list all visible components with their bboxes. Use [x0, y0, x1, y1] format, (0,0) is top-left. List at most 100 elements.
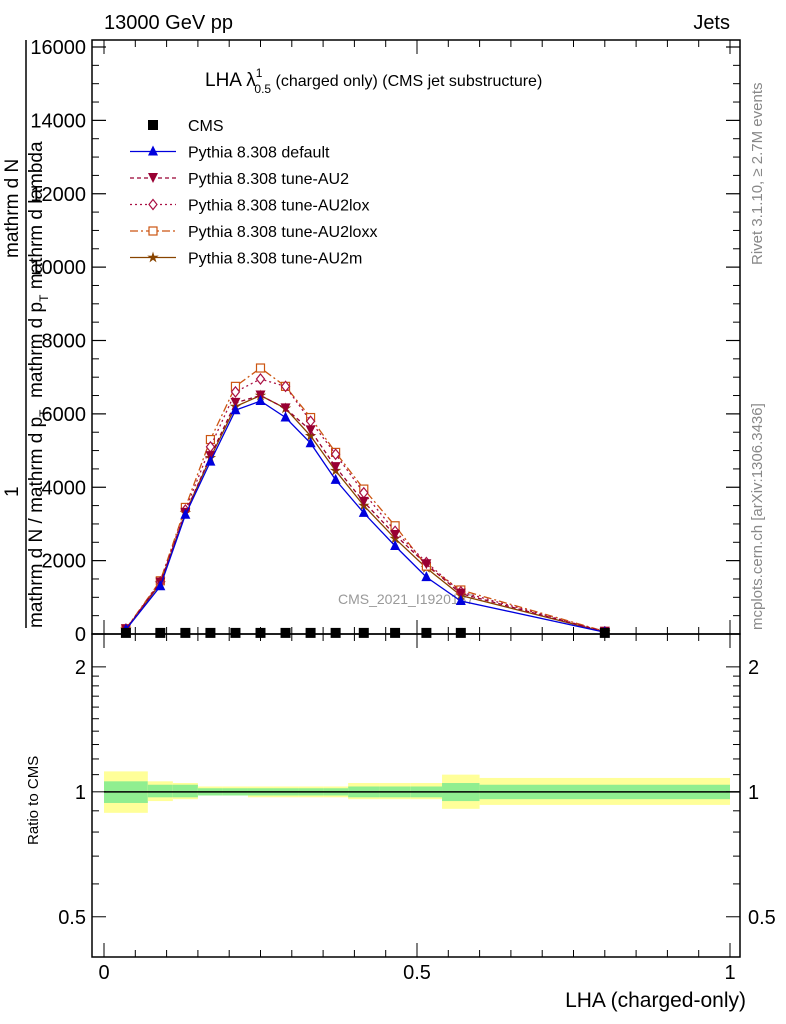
legend-marker-cms [148, 120, 158, 130]
main-ytick-label: 0 [75, 624, 86, 646]
ratio-ytick-label-right: 2 [748, 657, 759, 679]
point-default [305, 437, 316, 448]
point-cms [305, 627, 316, 638]
plot-title-main: LHA λ [205, 70, 256, 91]
ratio-y-label: Ratio to CMS [25, 756, 42, 845]
ratio-band-inner [147, 784, 173, 798]
point-cms [230, 627, 241, 638]
point-default [358, 506, 369, 517]
ratio-ytick-label: 0.5 [58, 907, 86, 929]
ylabel-denominator: mathrm d N / mathrm d pT [26, 409, 51, 628]
point-au2lox [330, 448, 341, 461]
legend-label-default: Pythia 8.308 default [188, 145, 330, 162]
ratio-band-inner [172, 784, 198, 798]
point-cms [205, 627, 216, 638]
legend-marker-au2lox [148, 198, 158, 211]
x-axis-label: LHA (charged-only) [565, 989, 746, 1012]
point-cms [180, 627, 191, 638]
point-cms [155, 627, 166, 638]
main-plot: 0 2000 4000 6000 8000 10000 12000 14000 16000 [30, 37, 741, 646]
main-ytick-label: 14000 [30, 110, 86, 132]
legend-marker-au2m [147, 251, 159, 263]
point-default [205, 455, 216, 466]
ylabel-den-sub: T [37, 409, 51, 417]
point-cms [330, 627, 341, 638]
point-default [330, 473, 341, 484]
ylabel-numerator: mathrm d N [2, 159, 23, 258]
rivet-label: Rivet 3.1.10, ≥ 2.7M events [749, 83, 766, 266]
ratio-xtick-label: 1 [724, 962, 735, 984]
energy-label: 13000 GeV pp [104, 12, 233, 34]
point-cms [120, 627, 131, 638]
ylabel-den2-text: mathrm d p [26, 302, 47, 398]
main-ytick-label: 6000 [42, 404, 87, 426]
point-au2 [358, 496, 369, 507]
point-au2 [230, 397, 241, 408]
point-au2loxx [255, 363, 266, 373]
main-ytick-label: 8000 [42, 331, 87, 353]
point-default [421, 571, 432, 582]
point-au2 [280, 403, 291, 414]
point-cms [390, 627, 401, 638]
point-default [255, 395, 266, 406]
process-label: Jets [693, 12, 730, 34]
ratio-ytick-label-right: 0.5 [748, 907, 776, 929]
point-au2 [455, 588, 466, 599]
ylabel-den2: mathrm d pT mathrm d lambda [26, 141, 51, 398]
point-cms [255, 627, 266, 638]
point-default [280, 411, 291, 422]
mcplots-label: mcplots.cern.ch [arXiv:1306.3436] [749, 403, 766, 630]
main-ytick-label: 16000 [30, 37, 86, 59]
ylabel-den2-rest: mathrm d lambda [26, 141, 47, 295]
ratio-frame [91, 633, 741, 958]
series-line-au2lox [125, 378, 605, 633]
point-au2 [330, 462, 341, 473]
ylabel-den-text: mathrm d N / mathrm d p [26, 417, 47, 628]
series-line-au2 [125, 394, 605, 633]
main-ytick-label: 10000 [30, 257, 86, 279]
analysis-watermark: CMS_2021_I1920187 [338, 591, 474, 607]
point-default [455, 594, 466, 605]
point-default [230, 404, 241, 415]
legend-label-au2loxx: Pythia 8.308 tune-AU2loxx [188, 224, 377, 241]
series-cms [120, 627, 610, 638]
plot-title-rest: (charged only) (CMS jet substructure) [271, 73, 542, 90]
point-cms [358, 627, 369, 638]
legend-label-au2lox: Pythia 8.308 tune-AU2lox [188, 198, 369, 215]
ratio-ytick-label: 1 [75, 782, 86, 804]
point-cms [280, 627, 291, 638]
point-cms [455, 627, 466, 638]
point-au2lox [280, 380, 291, 393]
ylabel-one: 1 [2, 486, 23, 497]
point-au2lox [230, 385, 241, 398]
point-cms [599, 627, 610, 638]
legend-marker-default [148, 145, 158, 156]
legend-label-au2m: Pythia 8.308 tune-AU2m [188, 251, 362, 268]
ratio-xtick-label: 0 [98, 962, 109, 984]
plot-title-sup: 1 [256, 66, 263, 80]
ratio-plot: 0.5 0.5 1 1 2 2 0 0.5 1 [58, 633, 776, 984]
legend-marker-au2loxx [148, 226, 158, 236]
point-default [155, 580, 166, 591]
main-ytick-label: 4000 [42, 477, 87, 499]
series-line-au2loxx [125, 367, 605, 633]
main-ytick-label: 12000 [30, 184, 86, 206]
plot-title: LHA λ1 0.5 (charged only) (CMS jet substr… [205, 66, 542, 96]
point-au2lox [255, 373, 266, 385]
series-line-default [125, 400, 605, 633]
plot-title-sub: 0.5 [254, 82, 271, 96]
ylabel-den2-sub: T [37, 294, 51, 302]
legend-label-cms: CMS [188, 118, 224, 135]
legend-marker-au2 [148, 173, 158, 183]
main-ytick-label: 2000 [42, 551, 87, 573]
ratio-ytick-label-right: 1 [748, 782, 759, 804]
point-au2 [421, 559, 432, 570]
ratio-ytick-label: 2 [75, 657, 86, 679]
point-au2 [390, 529, 401, 540]
main-y-label: 1 mathrm d N / mathrm d pT mathrm d N ma… [2, 40, 51, 628]
legend: CMS Pythia 8.308 default Pythia 8.308 tune… [130, 118, 377, 268]
legend-label-au2: Pythia 8.308 tune-AU2 [188, 171, 349, 188]
point-au2 [305, 425, 316, 436]
point-default [390, 539, 401, 550]
